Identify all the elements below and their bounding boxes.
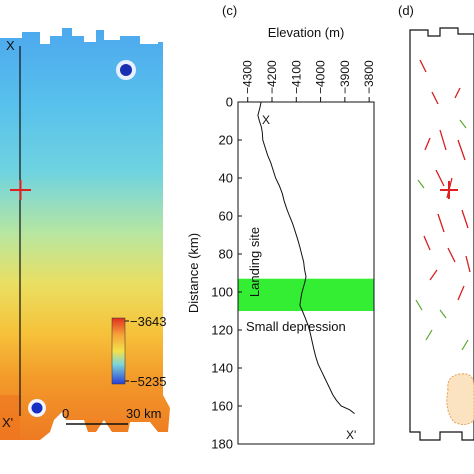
scale-bar: 0 30 km [62,406,161,425]
map-surface [0,28,170,440]
scale-bar-end-label: 30 km [126,406,161,421]
y-axis-ticks: 0 20 40 60 80 100 120 140 160 180 [211,95,242,452]
map-label-x-prime: X' [2,415,13,430]
scale-bar-start-label: 0 [62,406,69,421]
elevation-map: X X' −3643 −5235 0 30 km [0,28,170,440]
x-axis-title: Elevation (m) [268,25,345,40]
y-tick-label: 160 [211,399,233,414]
y-tick-label: 180 [211,437,233,452]
feature-map [409,27,474,441]
x-tick-label: −3900 [338,60,352,94]
depression-label: Small depression [246,319,346,334]
colorbar-max-label: −3643 [130,314,167,329]
x-tick-label: −4100 [289,60,303,94]
y-tick-label: 140 [211,361,233,376]
panel-label-c: (c) [222,3,237,18]
profile-start-label: X [262,113,270,127]
panel-label-d: (d) [398,3,414,18]
y-tick-label: 120 [211,323,233,338]
x-axis-ticks: −4300 −4200 −4100 −4000 −3900 −3800 [241,60,376,102]
plot-frame [237,101,375,445]
profile-chart: −4300 −4200 −4100 −4000 −3900 −3800 0 20 40 60 80… [186,25,376,452]
landing-site-marker [10,180,31,200]
x-tick-label: −3800 [362,60,376,94]
fracture-features-red [419,59,471,301]
colorbar-min-label: −5235 [130,374,167,389]
y-tick-label: 80 [219,247,233,262]
y-tick-label: 40 [219,171,233,186]
x-tick-label: −4200 [265,60,279,94]
landing-site-label: Landing site [247,227,262,297]
profile-end-label: X' [346,428,356,442]
y-tick-label: 0 [226,95,233,110]
landing-site-marker-d [440,181,458,199]
feature-map-outline [409,27,474,441]
y-tick-label: 60 [219,209,233,224]
y-tick-label: 20 [219,133,233,148]
y-tick-label: 100 [211,285,233,300]
colorbar-gradient [111,317,126,385]
elevation-profile-line [257,101,355,414]
x-tick-label: −4300 [241,60,255,94]
colorbar: −3643 −5235 [111,314,167,389]
fracture-features-green [415,119,469,351]
dotted-crater-region [446,373,474,426]
x-tick-label: −4000 [314,60,328,94]
y-axis-title: Distance (km) [186,233,201,313]
depression-band [238,278,374,311]
map-label-x: X [6,38,15,53]
